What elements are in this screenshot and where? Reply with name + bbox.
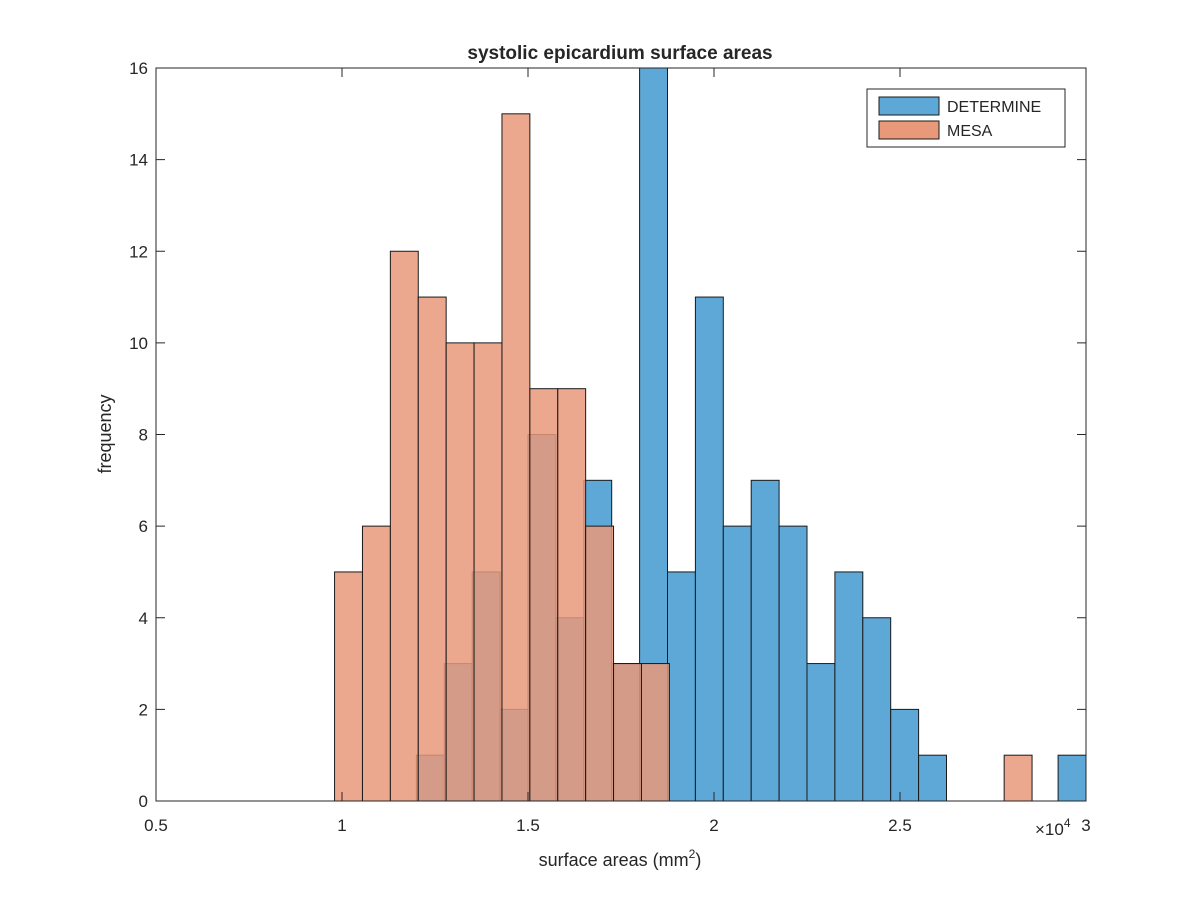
x-tick-label: 1.5	[516, 816, 540, 835]
x-axis-exponent-power: 4	[1064, 816, 1071, 830]
y-tick-label: 6	[139, 517, 148, 536]
x-axis-label: surface areas (mm2)	[539, 847, 702, 870]
series-mesa	[334, 113, 1033, 802]
histogram-bar	[722, 525, 752, 802]
x-axis-label-superscript: 2	[689, 847, 696, 861]
bars-layer	[334, 67, 1087, 802]
histogram-bar	[1003, 754, 1033, 802]
y-tick-label: 16	[129, 59, 148, 78]
histogram-bar	[750, 479, 780, 802]
histogram-bar	[613, 663, 642, 802]
histogram-bar	[389, 250, 419, 802]
x-tick-label: 1	[337, 816, 346, 835]
y-tick-label: 12	[129, 242, 148, 261]
legend-swatch	[878, 120, 940, 140]
histogram-bar	[557, 388, 587, 802]
histogram-bar	[918, 754, 947, 802]
y-tick-label: 4	[139, 609, 148, 628]
x-tick-label: 2.5	[888, 816, 912, 835]
histogram-bar	[1057, 754, 1087, 802]
histogram-bar	[640, 663, 670, 802]
histogram-bar	[501, 113, 531, 802]
histogram-bar	[529, 388, 559, 802]
histogram-bar	[694, 296, 724, 802]
x-axis-label-main: surface areas (mm	[539, 850, 689, 870]
histogram-bar	[667, 571, 696, 802]
y-tick-label: 0	[139, 792, 148, 811]
histogram-bar	[890, 708, 920, 802]
legend-swatch	[878, 96, 940, 116]
histogram-bar	[862, 617, 892, 802]
histogram-bar	[806, 663, 836, 802]
histogram-bar	[778, 525, 808, 802]
y-tick-label: 14	[129, 151, 148, 170]
histogram-bar	[417, 296, 447, 802]
histogram-bar	[585, 525, 615, 802]
axes-layer: 0.5 1 1.5 2 2.5 3 0 2 4 6 8 10 12 14 16	[129, 59, 1091, 835]
x-tick-label: 0.5	[144, 816, 168, 835]
legend-entry-label: MESA	[947, 123, 993, 140]
y-tick-label: 2	[139, 700, 148, 719]
x-tick-label: 2	[709, 816, 718, 835]
x-axis-label-suffix: )	[695, 850, 701, 870]
x-axis-exponent: ×104	[1035, 816, 1071, 839]
y-tick-label: 10	[129, 334, 148, 353]
y-tick-label: 8	[139, 426, 148, 445]
histogram-bar	[834, 571, 864, 802]
histogram-bar	[361, 525, 391, 802]
legend-entry-label: DETERMINE	[947, 99, 1041, 116]
x-tick-label: 3	[1081, 816, 1090, 835]
histogram-bar	[445, 342, 475, 802]
x-axis-exponent-base: ×10	[1035, 820, 1064, 839]
histogram-bar	[473, 342, 503, 802]
histogram-bar	[334, 571, 363, 802]
legend: DETERMINE MESA	[866, 88, 1066, 148]
chart-title: systolic epicardium surface areas	[467, 43, 772, 64]
y-axis-label: frequency	[95, 394, 115, 473]
